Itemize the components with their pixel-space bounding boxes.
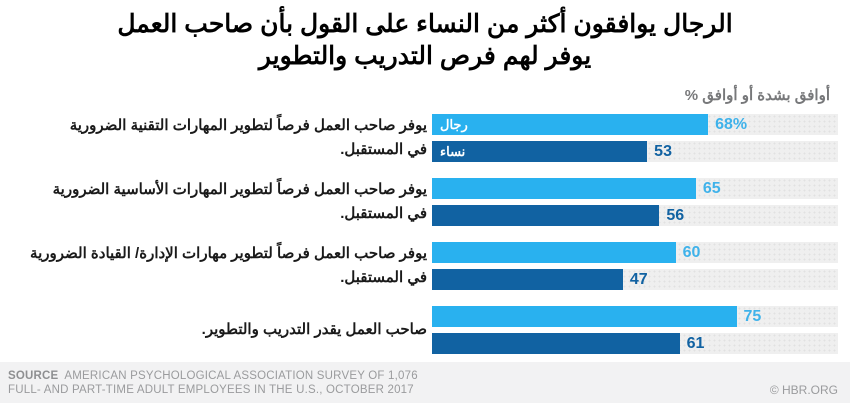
bar-value-men: 60: [682, 244, 701, 261]
bar-value-women: 61: [686, 335, 705, 352]
chart-title-line2: يوفر لهم فرص التدريب والتطوير: [258, 42, 592, 70]
hbr-credit: © HBR.ORG: [769, 383, 838, 397]
bar-track-women: 47: [432, 269, 838, 290]
chart-group-1: يوفر صاحب العمل فرصاً لتطوير المهارات ال…: [0, 114, 850, 162]
chart-group-4: صاحب العمل يقدر التدريب والتطوير. 75 61: [0, 306, 850, 354]
bar-value-women: 56: [666, 207, 685, 224]
category-label-line: في المستقبل.: [340, 269, 427, 286]
source-text-line1: AMERICAN PSYCHOLOGICAL ASSOCIATION SURVE…: [64, 370, 418, 382]
series-label-men: رجال: [440, 116, 468, 132]
chart-subtitle: أوافق بشدة أو أوافق %: [684, 87, 830, 104]
category-label-line: في المستقبل.: [340, 205, 427, 222]
bar-women: [432, 333, 680, 354]
category-label-3: يوفر صاحب العمل فرصاً لتطوير مهارات الإد…: [0, 242, 427, 290]
series-label-women: نساء: [440, 143, 466, 159]
chart-group-3: يوفر صاحب العمل فرصاً لتطوير مهارات الإد…: [0, 242, 850, 290]
bar-track-men: 75: [432, 306, 838, 327]
bar-chart: يوفر صاحب العمل فرصاً لتطوير المهارات ال…: [0, 114, 850, 354]
bar-men: [432, 178, 696, 199]
bar-track-women: نساء 53: [432, 141, 838, 162]
bar-women: نساء: [432, 141, 648, 162]
bar-pair-3: 60 47: [432, 242, 838, 290]
bar-track-men: 65: [432, 178, 838, 199]
source-note: SOURCE AMERICAN PSYCHOLOGICAL ASSOCIATION…: [8, 369, 418, 397]
category-label-line: يوفر صاحب العمل فرصاً لتطوير المهارات ال…: [69, 117, 427, 134]
chart-title-line1: الرجال يوافقون أكثر من النساء على القول …: [117, 10, 733, 38]
bar-track-women: 61: [432, 333, 838, 354]
chart-group-2: يوفر صاحب العمل فرصاً لتطوير المهارات ال…: [0, 178, 850, 226]
bar-women: [432, 269, 623, 290]
bar-track-men: 60: [432, 242, 838, 263]
bar-men: [432, 306, 737, 327]
bar-pair-2: 65 56: [432, 178, 838, 226]
bar-value-women: 47: [629, 271, 648, 288]
bar-value-men: 75: [743, 308, 762, 325]
bar-track-women: 56: [432, 205, 838, 226]
footer: SOURCE AMERICAN PSYCHOLOGICAL ASSOCIATION…: [0, 362, 850, 403]
chart-title: الرجال يوافقون أكثر من النساء على القول …: [0, 0, 850, 72]
category-label-line: في المستقبل.: [340, 141, 427, 158]
bar-track-men: رجال 68%: [432, 114, 838, 135]
category-label-4: صاحب العمل يقدر التدريب والتطوير.: [0, 306, 427, 354]
bar-women: [432, 205, 660, 226]
bar-value-men: 65: [702, 180, 721, 197]
bar-pair-1: رجال 68% نساء 53: [432, 114, 838, 162]
category-label-line: يوفر صاحب العمل فرصاً لتطوير مهارات الإد…: [30, 245, 427, 262]
bar-pair-4: 75 61: [432, 306, 838, 354]
category-label-line: يوفر صاحب العمل فرصاً لتطوير المهارات ال…: [52, 181, 427, 198]
source-label: SOURCE: [8, 370, 59, 382]
category-label-2: يوفر صاحب العمل فرصاً لتطوير المهارات ال…: [0, 178, 427, 226]
category-label-1: يوفر صاحب العمل فرصاً لتطوير المهارات ال…: [0, 114, 427, 162]
bar-value-women: 53: [654, 143, 672, 160]
bar-men: [432, 242, 676, 263]
category-label-line: صاحب العمل يقدر التدريب والتطوير.: [201, 321, 427, 338]
source-text-line2: FULL- AND PART-TIME ADULT EMPLOYEES IN T…: [8, 384, 414, 396]
bar-men: رجال: [432, 114, 709, 135]
bar-value-men: 68%: [715, 116, 748, 133]
